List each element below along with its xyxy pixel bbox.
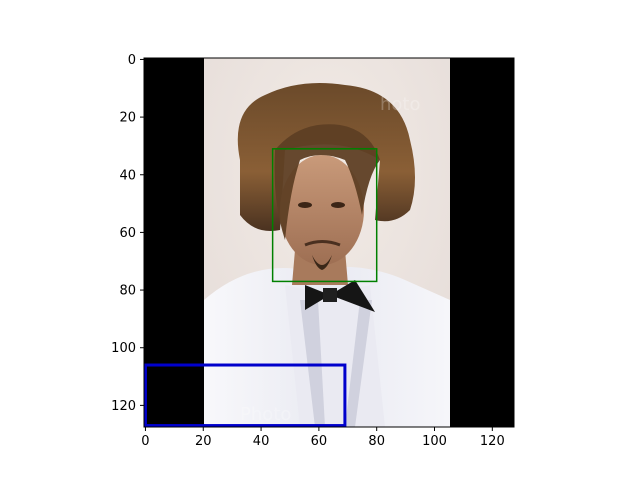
x-tick-label: 100 bbox=[422, 434, 447, 449]
x-axis: 0 20 40 60 80 100 120 bbox=[141, 427, 505, 449]
x-tick-label: 20 bbox=[195, 434, 212, 449]
y-axis: 0 20 40 60 80 100 120 bbox=[111, 53, 144, 414]
x-tick-label: 80 bbox=[368, 434, 385, 449]
image-black-right bbox=[450, 58, 514, 427]
svg-text:hoto: hoto bbox=[380, 94, 421, 115]
portrait-photo: hoto Photo bbox=[204, 82, 450, 427]
annotation-boxes bbox=[144, 148, 378, 427]
x-tick-label: 0 bbox=[141, 434, 149, 449]
image-area: hoto Photo bbox=[144, 58, 514, 427]
y-tick-label: 40 bbox=[119, 168, 136, 183]
y-tick-label: 60 bbox=[119, 226, 136, 241]
y-tick-label: 120 bbox=[111, 399, 136, 414]
lower-region-box bbox=[144, 363, 347, 427]
y-tick-label: 80 bbox=[119, 284, 136, 299]
svg-text:Photo: Photo bbox=[240, 404, 291, 425]
y-tick-label: 100 bbox=[111, 341, 136, 356]
x-tick-label: 60 bbox=[311, 434, 328, 449]
x-tick-label: 120 bbox=[480, 434, 505, 449]
y-tick-label: 0 bbox=[128, 53, 136, 68]
face-box bbox=[271, 148, 378, 283]
x-tick-label: 40 bbox=[253, 434, 270, 449]
image-black-left bbox=[144, 58, 204, 427]
y-tick-label: 20 bbox=[119, 111, 136, 126]
axes-frame bbox=[143, 57, 515, 428]
